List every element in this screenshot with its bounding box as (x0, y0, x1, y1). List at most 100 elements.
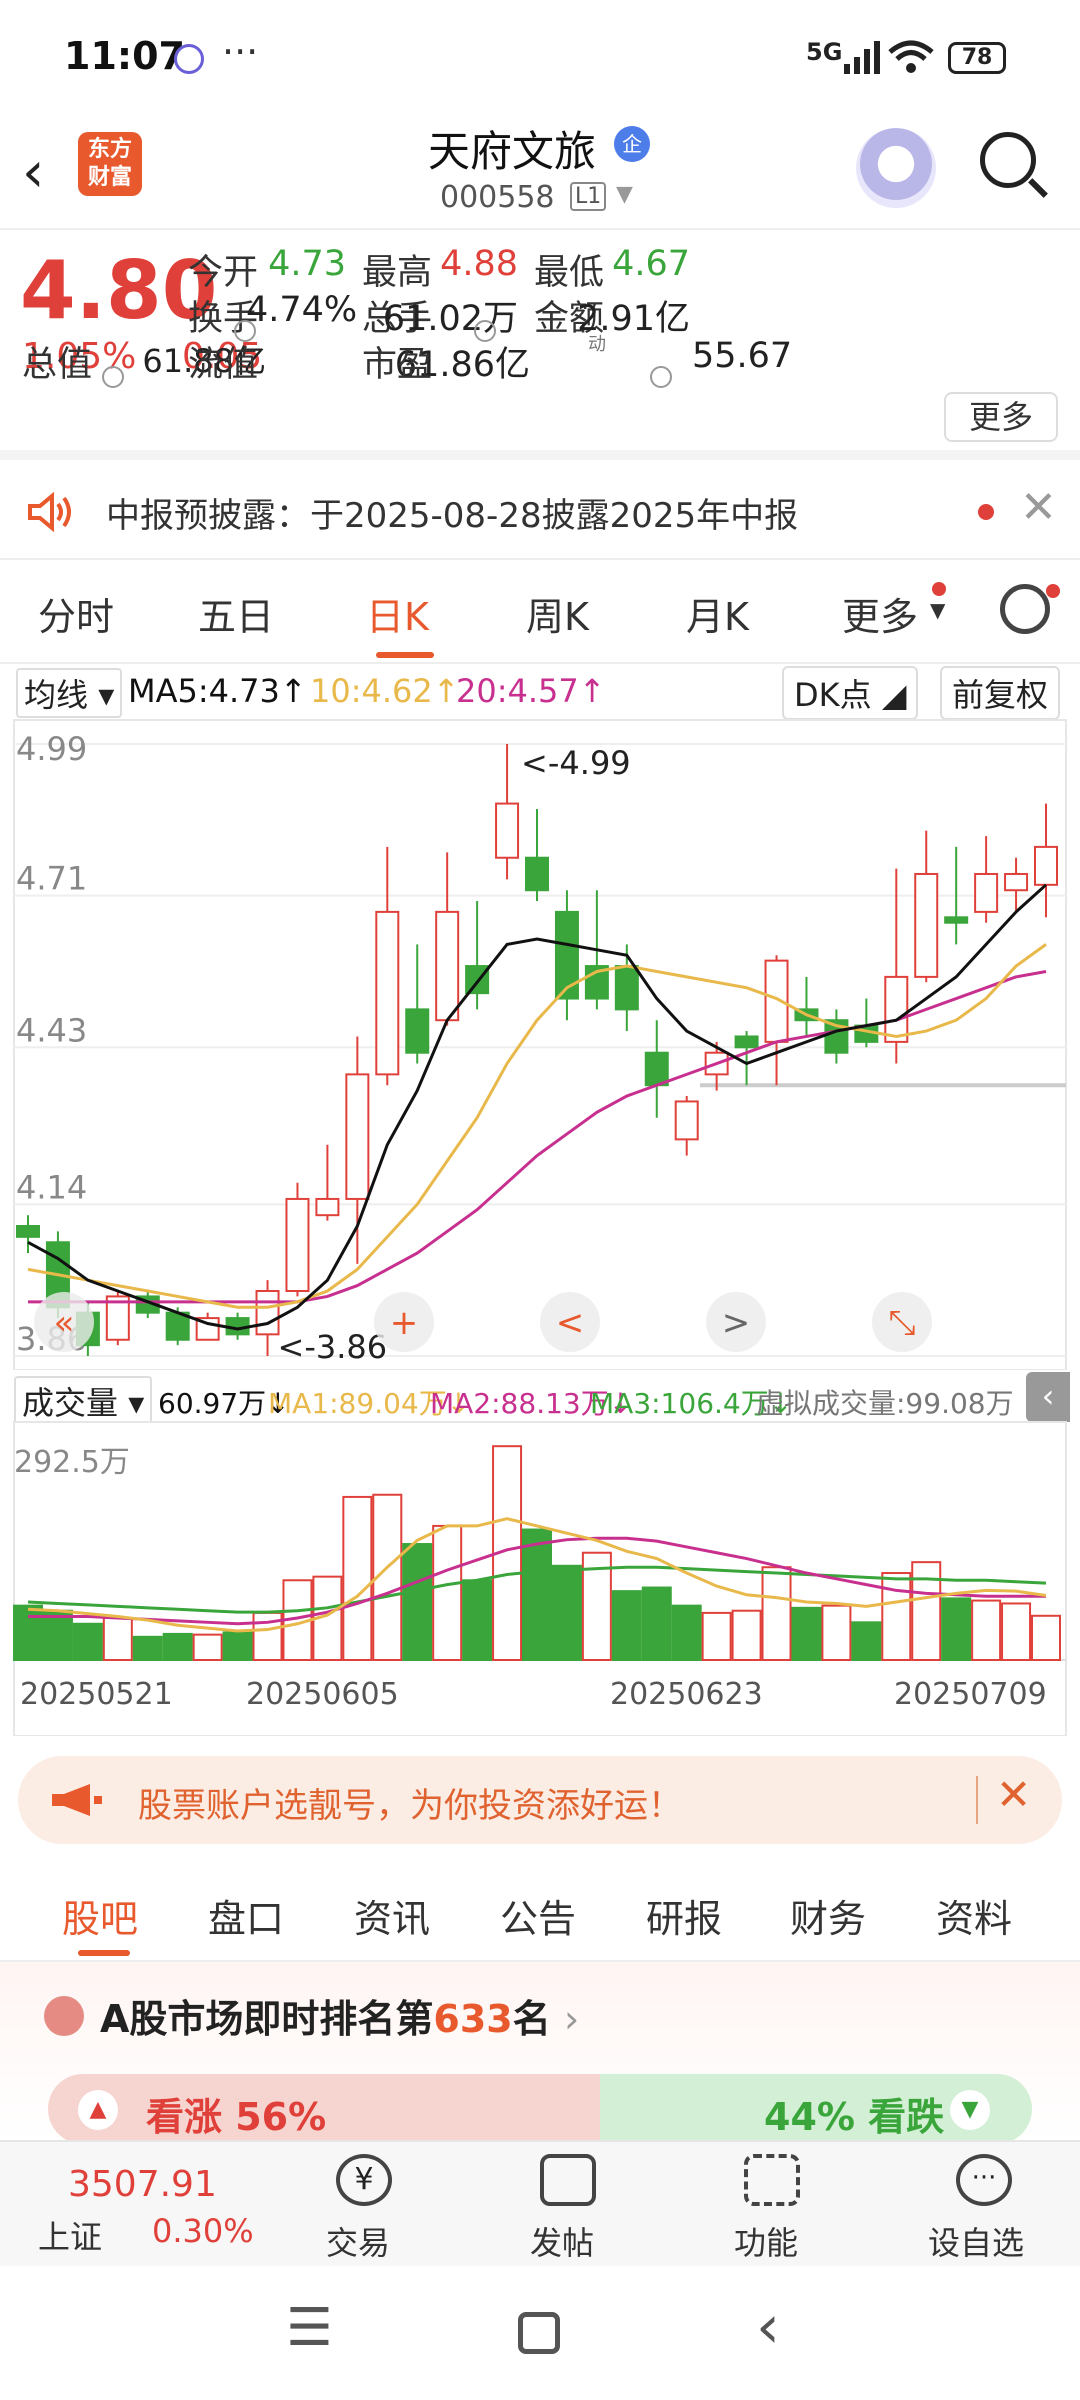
volume-bar (821, 1604, 852, 1661)
subtab-5[interactable]: 财务 (790, 1897, 867, 1941)
indicator-selector[interactable]: 均线 ▾ (16, 668, 123, 718)
quote-label-5: 金额 (534, 299, 605, 339)
index-quote[interactable]: 3507.91 上证 0.30% (0, 2142, 300, 2268)
volume-selector[interactable]: 成交量 ▾ (14, 1376, 153, 1426)
speaker-icon (28, 492, 71, 532)
chart-control-glyph: « (54, 1303, 75, 1343)
volume-bar (13, 1604, 43, 1661)
dk-point-label: DK点 (794, 676, 872, 714)
tab-3[interactable]: 周K (526, 595, 589, 639)
system-nav-bar: ☰ ‹ (0, 2266, 1080, 2400)
edit-icon (540, 2154, 596, 2206)
chart-control-icon[interactable] (34, 1292, 94, 1352)
quote-label-4: 总手 (362, 299, 433, 339)
close-icon[interactable]: ✕ (1020, 482, 1057, 533)
candle-body (16, 1225, 40, 1238)
notice-bar[interactable]: 中报预披露：于2025-08-28披露2025年中报 ✕ (0, 460, 1080, 560)
quote-value-0: 4.73 (268, 244, 346, 284)
more-tab-dot (932, 582, 946, 596)
menu-icon[interactable]: ☰ (286, 2298, 333, 2358)
quote-value-3: 4.74% (246, 290, 358, 330)
promo-banner[interactable]: 股票账户选靓号，为你投资添好运！ ✕ (18, 1756, 1062, 1844)
bullish-text: 看涨 56% (146, 2095, 327, 2139)
promo-close-icon[interactable]: ✕ (996, 1770, 1032, 1819)
quote-value-5: 2.91亿 (577, 299, 690, 339)
chart-control-icon[interactable] (706, 1292, 766, 1352)
promo-divider (976, 1776, 978, 1824)
search-icon[interactable] (980, 132, 1036, 188)
chart-control-icon[interactable] (540, 1292, 600, 1352)
status-bar: 11:07 ··· 5G 78 (0, 0, 1080, 110)
volume-chart[interactable]: 292.5万 20250521 20250605 20250623 20250709 (0, 1420, 1080, 1736)
adjust-button[interactable]: 前复权 (940, 666, 1061, 720)
nav-trade-label: 交易 (326, 2224, 391, 2262)
trade-icon: ¥ (336, 2154, 392, 2206)
nav-post[interactable]: 发帖 (522, 2142, 622, 2268)
volume-bar (522, 1528, 552, 1661)
rank-number: 633 (433, 1997, 513, 2041)
volume-bar (761, 1566, 792, 1662)
collapse-chevron-icon[interactable]: ‹ (1026, 1372, 1070, 1422)
quote-label-1: 最高 (362, 253, 433, 293)
signal-icon (844, 41, 880, 74)
gear-icon[interactable] (1000, 584, 1050, 634)
tab-5[interactable]: 更多 (842, 595, 919, 639)
candle-body (255, 1290, 280, 1336)
bullish-bar[interactable] (48, 2074, 608, 2144)
ma10-legend: 10:4.62↑ (310, 672, 460, 710)
back-icon[interactable]: ‹ (22, 140, 45, 205)
info-icon (474, 320, 496, 342)
chart-control-glyph: + (390, 1303, 419, 1343)
tab-4[interactable]: 月K (686, 595, 749, 639)
subtab-6[interactable]: 资料 (936, 1897, 1013, 1941)
subtab-2[interactable]: 资讯 (354, 1897, 431, 1941)
volume-bar (192, 1633, 223, 1661)
more-quote-button[interactable]: 更多 (944, 392, 1058, 442)
nav-trade[interactable]: ¥ 交易 (318, 2142, 418, 2268)
pe-superscript: 动 (588, 334, 606, 355)
change-amount: 0.05 (182, 336, 263, 377)
volume-bar (851, 1621, 882, 1661)
chart-control-icon[interactable] (374, 1292, 434, 1352)
vol-ma1-legend: MA1:89.04万↓ (268, 1387, 471, 1420)
nav-function[interactable]: 功能 (726, 2142, 826, 2268)
system-back-icon[interactable]: ‹ (756, 2292, 780, 2362)
ranking-chart-icon (44, 1996, 84, 2036)
stock-code[interactable]: 000558 (440, 180, 555, 215)
home-square-icon[interactable] (518, 2312, 560, 2354)
candle-body (105, 1295, 130, 1341)
y-tick-label: 4.71 (16, 860, 87, 898)
vote-up-icon[interactable]: ▲ (78, 2090, 118, 2130)
candlestick-chart[interactable]: 4.994.714.434.143.86<-4.99<-3.86«+<>⤡ (0, 716, 1080, 1370)
more-dropdown-icon[interactable]: ▼ (930, 598, 946, 622)
subtab-3[interactable]: 公告 (500, 1897, 577, 1941)
candle-body (465, 965, 490, 995)
tab-2[interactable]: 日K (366, 595, 429, 639)
candle-body (644, 1051, 669, 1087)
volume-bar (342, 1495, 373, 1661)
dk-point-button[interactable]: DK点 ◢ (782, 666, 919, 720)
app-logo[interactable]: 东方 财富 (78, 132, 142, 196)
code-dropdown-icon[interactable]: ▼ (616, 182, 633, 207)
nav-add-watch[interactable]: ··· 设自选 (920, 2142, 1050, 2268)
assistant-avatar-icon[interactable] (856, 128, 936, 208)
index-percent: 0.30% (152, 2212, 254, 2250)
rank-prefix: A股市场即时排名第 (100, 1997, 434, 2041)
vote-down-icon[interactable]: ▼ (950, 2090, 990, 2130)
level-badge[interactable]: L1 (570, 182, 607, 211)
candle-body (974, 872, 999, 913)
volume-bar (731, 1609, 762, 1661)
quote-value-7: 61.86亿 (394, 345, 530, 385)
subtab-0[interactable]: 股吧 (62, 1897, 139, 1941)
index-name: 上证 (38, 2218, 103, 2256)
candle-body (914, 872, 939, 978)
chart-control-glyph: < (556, 1303, 585, 1343)
market-rank-panel[interactable]: A股市场即时排名第633名 › ▲ 看涨 56% 44% 看跌 ▼ (0, 1962, 1080, 2144)
subtab-1[interactable]: 盘口 (208, 1897, 285, 1941)
period-tabs: 分时 五日 日K 周K 月K 更多 ▼ (0, 560, 1080, 664)
current-price: 4.80 (20, 244, 218, 337)
subtab-4[interactable]: 研报 (646, 1897, 723, 1941)
tab-0[interactable]: 分时 (38, 595, 115, 639)
chart-control-icon[interactable] (872, 1292, 932, 1352)
tab-1[interactable]: 五日 (198, 595, 275, 639)
